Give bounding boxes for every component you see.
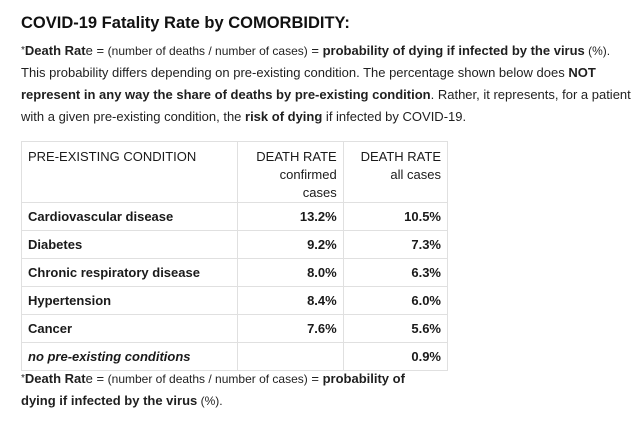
condition-cell: Cardiovascular disease <box>20 202 239 231</box>
table-header-row: PRE-EXISTING CONDITION DEATH RATE confirm… <box>20 141 449 203</box>
intro-paragraph: *Death Rate = (number of deaths / number… <box>21 40 631 128</box>
equals-sign: = <box>92 43 108 58</box>
all-rate-cell: 5.6% <box>342 314 449 343</box>
all-rate-cell: 0.9% <box>342 342 449 371</box>
table-row: no pre-existing conditions 0.9% <box>20 342 449 371</box>
header-all-cases-label: all cases <box>390 167 441 182</box>
header-death-rate-confirmed: DEATH RATE confirmed cases <box>237 141 344 203</box>
equals-sign-2: = <box>307 371 323 386</box>
page-title: COVID-19 Fatality Rate by COMORBIDITY: <box>21 14 350 32</box>
table-row: Diabetes 9.2% 7.3% <box>20 230 449 259</box>
death-rate-term: Death Rat <box>24 43 86 58</box>
percent-unit: (%). <box>197 394 223 408</box>
table-row: Cancer 7.6% 5.6% <box>20 314 449 343</box>
header-death-rate-label: DEATH RATE <box>256 149 337 164</box>
equals-sign: = <box>92 371 108 386</box>
confirmed-rate-cell <box>237 342 344 371</box>
intro-sentence-2: This probability differs depending on pr… <box>21 65 569 80</box>
header-death-rate-label: DEATH RATE <box>360 149 441 164</box>
formula-text: (number of deaths / number of cases) <box>107 372 308 386</box>
risk-of-dying-term: risk of dying <box>245 109 323 124</box>
condition-cell: Cancer <box>20 314 239 343</box>
percent-unit: (%). <box>584 44 611 58</box>
not-represent-statement: NOT represent in any way the share of de… <box>21 65 596 102</box>
confirmed-rate-cell: 7.6% <box>237 314 344 343</box>
condition-cell: no pre-existing conditions <box>20 342 239 371</box>
intro-sentence-3: . Rather, it represents, for a patient w… <box>21 87 631 124</box>
death-rate-term-end: e <box>85 43 93 58</box>
header-condition: PRE-EXISTING CONDITION <box>20 141 239 203</box>
condition-cell: Chronic respiratory disease <box>20 258 239 287</box>
confirmed-rate-cell: 9.2% <box>237 230 344 259</box>
all-rate-cell: 6.0% <box>342 286 449 315</box>
footnote-paragraph: *Death Rate = (number of deaths / number… <box>21 368 441 412</box>
death-rate-term: Death Rat <box>24 371 86 386</box>
all-rate-cell: 7.3% <box>342 230 449 259</box>
fatality-rate-table: PRE-EXISTING CONDITION DEATH RATE confirm… <box>20 141 449 371</box>
table-row: Hypertension 8.4% 6.0% <box>20 286 449 315</box>
header-confirmed-cases-label: confirmed cases <box>279 167 337 200</box>
intro-sentence-4: if infected by COVID-19. <box>322 109 467 124</box>
all-rate-cell: 6.3% <box>342 258 449 287</box>
header-death-rate-all: DEATH RATE all cases <box>342 141 449 203</box>
probability-definition: probability of dying if infected by the … <box>21 371 405 408</box>
condition-cell: Hypertension <box>20 286 239 315</box>
probability-definition: probability of dying if infected by the … <box>322 43 585 58</box>
confirmed-rate-cell: 8.4% <box>237 286 344 315</box>
equals-sign-2: = <box>307 43 323 58</box>
death-rate-term-end: e <box>85 371 93 386</box>
asterisk: * <box>21 45 25 56</box>
table-row: Chronic respiratory disease 8.0% 6.3% <box>20 258 449 287</box>
table-row: Cardiovascular disease 13.2% 10.5% <box>20 202 449 231</box>
asterisk: * <box>21 373 25 384</box>
confirmed-rate-cell: 8.0% <box>237 258 344 287</box>
condition-cell: Diabetes <box>20 230 239 259</box>
formula-text: (number of deaths / number of cases) <box>107 44 308 58</box>
all-rate-cell: 10.5% <box>342 202 449 231</box>
confirmed-rate-cell: 13.2% <box>237 202 344 231</box>
